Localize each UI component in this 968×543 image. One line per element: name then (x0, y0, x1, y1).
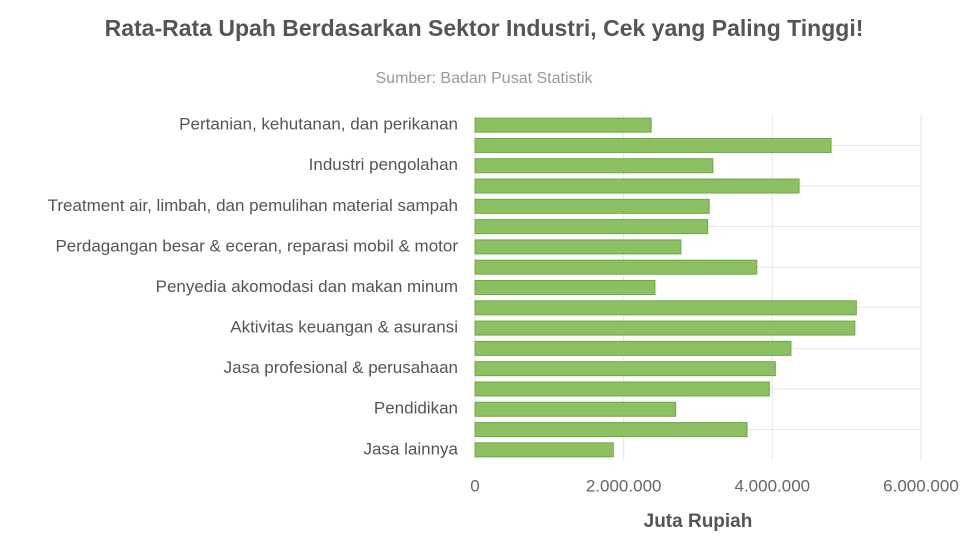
bar (474, 300, 857, 316)
bar (474, 158, 714, 174)
bar (474, 137, 832, 153)
bar (474, 178, 800, 194)
bar (474, 219, 709, 235)
bar (474, 239, 682, 255)
chart-title: Rata-Rata Upah Berdasarkan Sektor Indust… (105, 15, 864, 41)
bar (474, 401, 677, 417)
y-tick-label: Treatment air, limbah, dan pemulihan mat… (48, 196, 458, 215)
bar (474, 381, 770, 397)
bar (474, 442, 614, 458)
x-tick-label: 6.000.000 (883, 476, 959, 495)
bar (474, 422, 748, 438)
y-tick-label: Penyedia akomodasi dan makan minum (156, 277, 458, 296)
chart-subtitle: Sumber: Badan Pusat Statistik (376, 70, 594, 87)
bar (474, 198, 710, 214)
y-tick-label: Jasa profesional & perusahaan (224, 358, 458, 377)
bar (474, 259, 758, 275)
y-tick-label: Industri pengolahan (309, 155, 458, 174)
y-tick-label: Pertanian, kehutanan, dan perikanan (179, 115, 458, 134)
bar (474, 340, 792, 356)
y-tick-label: Perdagangan besar & eceran, reparasi mob… (55, 236, 458, 255)
x-tick-label: 4.000.000 (735, 476, 811, 495)
bar (474, 320, 856, 336)
x-tick-label: 0 (470, 476, 479, 495)
y-tick-label: Jasa lainnya (363, 439, 458, 458)
y-tick-label: Pendidikan (374, 399, 458, 418)
x-tick-label: 2.000.000 (586, 476, 662, 495)
bar (474, 117, 652, 133)
bar (474, 361, 776, 377)
x-axis-title: Juta Rupiah (644, 511, 753, 532)
y-tick-label: Aktivitas keuangan & asuransi (230, 318, 458, 337)
bar (474, 280, 656, 295)
